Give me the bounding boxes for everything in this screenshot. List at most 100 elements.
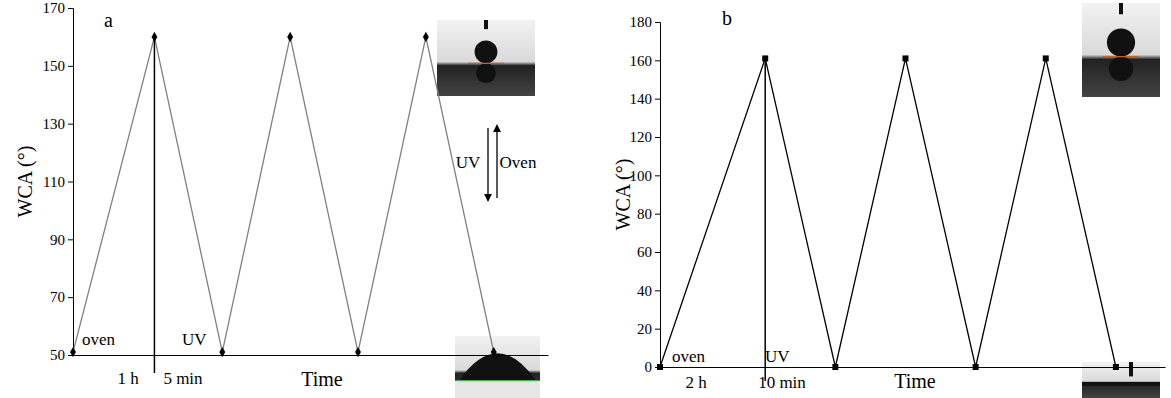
photo-inset (455, 336, 540, 398)
panel-label: b (722, 7, 732, 29)
y-tick-label: 0 (645, 359, 653, 375)
data-point (70, 347, 76, 357)
y-tick-mark (655, 22, 660, 23)
y-tick-label: 20 (637, 321, 652, 337)
y-tick-label: 50 (50, 347, 65, 363)
y-tick-mark (655, 60, 660, 61)
y-tick-label: 140 (630, 91, 653, 107)
y-tick-mark (655, 290, 660, 291)
data-point (287, 32, 293, 42)
annotation: UV (765, 347, 790, 366)
y-tick-label: 170 (43, 0, 66, 16)
photo-background (455, 336, 540, 398)
y-tick-mark (655, 252, 660, 253)
droplet-reflection (476, 63, 496, 83)
y-tick-mark (68, 124, 73, 125)
y-axis: 507090110130150170 (43, 0, 74, 363)
needle (1119, 3, 1123, 14)
panel: 020406080100120140160180bTimeWCA (°)oven… (612, 3, 1166, 398)
needle (1129, 362, 1133, 376)
photo-background (437, 20, 535, 96)
data-point (491, 347, 497, 357)
y-tick: 140 (630, 91, 661, 107)
data-point (832, 364, 838, 370)
annotation: 2 h (685, 373, 707, 392)
y-tick: 50 (50, 347, 73, 363)
y-tick-label: 110 (43, 174, 65, 190)
data-point (657, 364, 663, 370)
data-point (1113, 364, 1119, 370)
panel: 507090110130150170aTimeWCA (°)ovenUV1 h5… (14, 0, 549, 398)
y-tick: 90 (50, 232, 73, 248)
annotation: Oven (500, 153, 537, 172)
y-tick: 120 (630, 129, 661, 145)
y-tick-mark (68, 8, 73, 9)
data-point (902, 55, 908, 61)
arrow (496, 128, 497, 198)
y-tick-mark (655, 99, 660, 100)
droplet (475, 41, 498, 64)
y-tick-label: 120 (630, 129, 653, 145)
x-axis-line (661, 367, 1166, 368)
plot-area (70, 32, 497, 357)
y-tick-mark (655, 329, 660, 330)
y-tick-label: 130 (43, 116, 66, 132)
baseline (468, 63, 504, 64)
photo-background (1082, 3, 1160, 97)
y-tick: 180 (630, 14, 661, 30)
annotation: 10 min (758, 373, 806, 392)
figure: 507090110130150170aTimeWCA (°)ovenUV1 h5… (0, 0, 1171, 398)
droplet (459, 353, 536, 380)
water-film (1082, 382, 1160, 386)
baseline (457, 380, 538, 381)
substrate (455, 381, 540, 398)
annotation: oven (82, 330, 116, 349)
y-tick-mark (655, 137, 660, 138)
y-axis-line (655, 23, 661, 368)
y-tick: 20 (637, 321, 660, 337)
annotation: UV (456, 153, 481, 172)
droplet (1107, 28, 1135, 56)
y-tick: 110 (43, 174, 73, 190)
data-point (1043, 55, 1049, 61)
needle (484, 20, 488, 29)
y-tick-mark (655, 214, 660, 215)
x-axis-title: Time (894, 370, 936, 392)
x-axis (74, 355, 549, 356)
photo-inset (437, 20, 535, 96)
y-tick: 150 (43, 58, 74, 74)
droplet-reflection (1109, 57, 1133, 81)
annotation: 5 min (163, 369, 203, 388)
separator (154, 37, 156, 373)
y-axis: 020406080100120140160180 (630, 14, 661, 375)
y-tick-label: 90 (50, 232, 65, 248)
separator (764, 58, 766, 381)
data-point (219, 347, 225, 357)
annotation: oven (672, 347, 706, 366)
annotation: UV (182, 330, 207, 349)
x-axis (661, 367, 1166, 368)
y-tick: 160 (630, 53, 661, 69)
series-line (73, 37, 494, 352)
annotation: 1 h (117, 369, 139, 388)
y-tick: 100 (630, 168, 661, 184)
y-axis-title: WCA (°) (612, 159, 635, 231)
y-tick-label: 160 (630, 53, 653, 69)
y-tick-mark (68, 297, 73, 298)
photo-inset (1082, 3, 1160, 97)
y-tick-label: 80 (637, 206, 652, 222)
y-tick-mark (68, 239, 73, 240)
y-tick-label: 40 (637, 283, 652, 299)
y-axis-title: WCA (°) (14, 146, 37, 218)
arrow (487, 128, 488, 198)
data-point (355, 347, 361, 357)
data-point (973, 364, 979, 370)
y-axis-line (68, 9, 74, 356)
y-tick: 80 (637, 206, 660, 222)
y-tick-label: 150 (43, 58, 66, 74)
y-tick-mark (68, 66, 73, 67)
y-tick-mark (68, 182, 73, 183)
baseline (1103, 56, 1139, 57)
series-line (660, 58, 1116, 367)
y-tick-label: 180 (630, 14, 653, 30)
